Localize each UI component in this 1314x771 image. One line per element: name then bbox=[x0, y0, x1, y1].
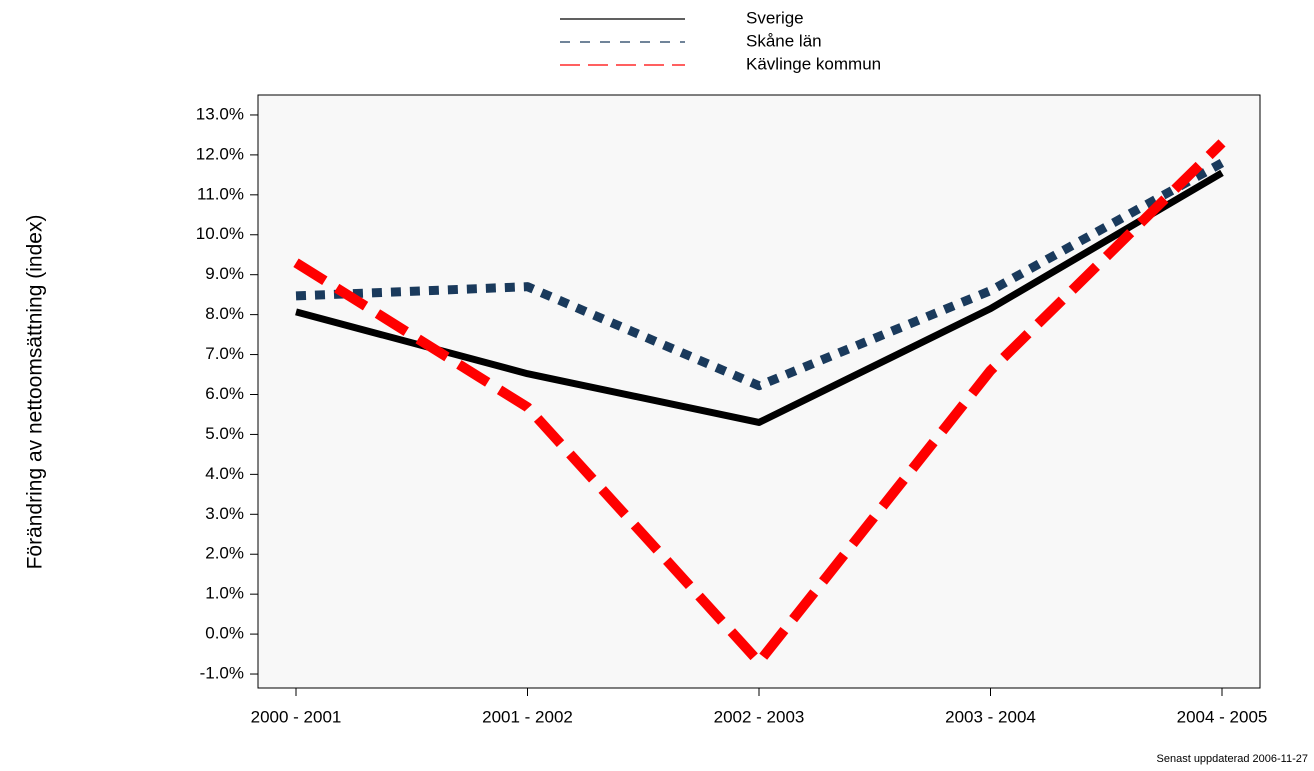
x-tick-label: 2004 - 2005 bbox=[1177, 707, 1268, 726]
y-tick-label: 3.0% bbox=[205, 504, 244, 523]
y-tick-label: 7.0% bbox=[205, 344, 244, 363]
x-tick-label: 2002 - 2003 bbox=[714, 707, 805, 726]
y-tick-label: 9.0% bbox=[205, 264, 244, 283]
y-tick-label: 4.0% bbox=[205, 464, 244, 483]
footer: Senast uppdaterad 2006-11-27 bbox=[1157, 753, 1308, 765]
legend-label: Skåne län bbox=[746, 31, 822, 50]
y-tick-label: 10.0% bbox=[196, 224, 244, 243]
y-tick-label: 8.0% bbox=[205, 304, 244, 323]
x-tick-label: 2003 - 2004 bbox=[945, 707, 1036, 726]
series-line bbox=[295, 169, 1224, 426]
y-axis-title: Förändring av nettoomsättning (index) bbox=[24, 215, 47, 570]
y-tick-label: 6.0% bbox=[205, 384, 244, 403]
y-tick-label: 11.0% bbox=[197, 184, 244, 203]
y-tick-label: 1.0% bbox=[205, 584, 244, 603]
y-tick-label: 2.0% bbox=[205, 544, 244, 563]
x-tick-label: 2001 - 2002 bbox=[482, 707, 573, 726]
y-tick-label: 12.0% bbox=[196, 144, 244, 163]
x-tick-label: 2000 - 2001 bbox=[251, 707, 342, 726]
y-tick-label: -1.0% bbox=[200, 664, 244, 683]
plot-area bbox=[257, 94, 1261, 689]
y-tick-label: 13.0% bbox=[196, 104, 244, 123]
legend-label: Sverige bbox=[746, 8, 804, 27]
y-tick-label: 5.0% bbox=[205, 424, 244, 443]
y-tick-label: 0.0% bbox=[205, 624, 244, 643]
series-line bbox=[295, 158, 1225, 391]
legend-label: Kävlinge kommun bbox=[746, 54, 881, 73]
